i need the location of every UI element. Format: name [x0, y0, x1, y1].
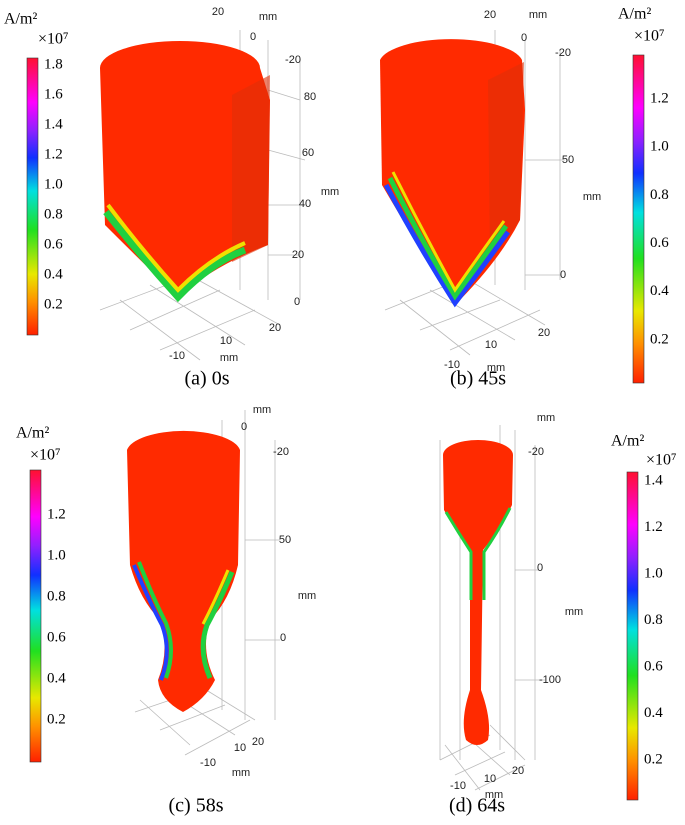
axis-label: mm [583, 191, 601, 203]
colorbar-unit: A/m² [611, 433, 644, 450]
axis-label: 0 [521, 32, 527, 44]
colorbar-tick-label: 1.4 [644, 472, 663, 488]
colorbar-tick-label: 0.4 [47, 670, 66, 686]
colorbar-tick-label: 0.4 [44, 266, 63, 282]
axis-label: 10 [234, 742, 246, 754]
colorbar-tick-label: 1.2 [644, 519, 663, 535]
colorbar-exponent: ×10⁷ [634, 28, 665, 45]
colorbar-tick-label: 0.2 [644, 751, 663, 767]
axis-label: 10 [485, 339, 497, 351]
colorbar-unit: A/m² [4, 11, 37, 28]
axis-label: 50 [562, 154, 574, 166]
surface-c [127, 430, 240, 712]
colorbar-tick-label: 0.6 [44, 236, 63, 252]
axis-label: 20 [512, 765, 524, 777]
colorbar-tick-label: 1.0 [47, 547, 66, 563]
axis-label: -10 [200, 757, 216, 769]
axis-label: 0 [294, 296, 300, 308]
axis-label: -20 [555, 47, 571, 59]
colorbar-tick-label: 0.6 [644, 658, 663, 674]
colorbar-tick-label: 0.8 [47, 588, 66, 604]
axis-label: -10 [444, 359, 460, 371]
axis-label: mm [485, 789, 503, 801]
axis-label: 40 [299, 198, 311, 210]
axis-label: 50 [279, 534, 291, 546]
axis-label: mm [220, 352, 238, 364]
axis-label: 0 [241, 421, 247, 433]
colorbar-tick-label: 1.0 [44, 176, 63, 192]
axis-label: 0 [250, 31, 256, 43]
colorbar-unit: A/m² [618, 6, 651, 23]
axis-label: 80 [304, 91, 316, 103]
axis-label: mm [487, 362, 505, 374]
axis-label: 10 [484, 773, 496, 785]
axis-label: mm [537, 412, 555, 424]
colorbar-tick-label: 1.2 [650, 90, 669, 106]
colorbar-tick-label: 0.2 [650, 331, 669, 347]
colorbar-tick-label: 1.4 [44, 116, 63, 132]
axis-label: 20 [212, 6, 224, 18]
colorbar-tick-label: 0.6 [47, 629, 66, 645]
colorbar [29, 469, 42, 763]
axis-label: mm [321, 186, 339, 198]
axis-label: 60 [302, 147, 314, 159]
colorbar-tick-label: 0.8 [44, 206, 63, 222]
colorbar-tick-label: 0.8 [644, 612, 663, 628]
axis-label: 20 [484, 9, 496, 21]
axis-label: -10 [450, 780, 466, 792]
caption: (a) 0s [185, 368, 230, 390]
axis-label: -20 [285, 54, 301, 66]
axis-label: mm [529, 9, 547, 21]
caption: (b) 45s [450, 368, 506, 390]
colorbar-exponent: ×10⁷ [646, 452, 677, 469]
colorbar-exponent: ×10⁷ [38, 31, 69, 48]
surface-d [443, 440, 513, 745]
axis-label: mm [232, 767, 250, 779]
axis-label: mm [298, 590, 316, 602]
axis-label: -100 [539, 674, 561, 686]
colorbar-exponent: ×10⁷ [30, 447, 61, 464]
colorbar-tick-label: 0.6 [650, 235, 669, 251]
axis-label: 0 [280, 632, 286, 644]
axis-label: mm [259, 11, 277, 23]
caption: (d) 64s [449, 795, 505, 817]
colorbar-tick-label: 1.8 [44, 56, 63, 72]
axis-label: -10 [169, 350, 185, 362]
axis-label: -20 [528, 446, 544, 458]
axis-label: mm [253, 404, 271, 416]
axis-label: 20 [292, 249, 304, 261]
axis-label: 0 [560, 269, 566, 281]
colorbar [626, 471, 639, 801]
axis-label: mm [565, 606, 583, 618]
colorbar [26, 57, 39, 336]
axis-label: 20 [538, 327, 550, 339]
axis-label: 20 [269, 322, 281, 334]
surface-b [380, 39, 525, 308]
colorbar-tick-label: 0.8 [650, 187, 669, 203]
colorbar-tick-label: 0.2 [44, 296, 63, 312]
axis-label: 20 [252, 736, 264, 748]
colorbar-tick-label: 0.4 [644, 705, 663, 721]
colorbar-tick-label: 0.4 [650, 283, 669, 299]
axis-label: 0 [537, 562, 543, 574]
colorbar-unit: A/m² [16, 425, 49, 442]
colorbar-tick-label: 1.2 [44, 146, 63, 162]
colorbar-tick-label: 1.2 [47, 506, 66, 522]
colorbar-tick-label: 1.0 [650, 139, 669, 155]
axis-label: -20 [273, 446, 289, 458]
caption: (c) 58s [169, 795, 224, 817]
axis-label: 10 [220, 335, 232, 347]
colorbar-tick-label: 1.0 [644, 565, 663, 581]
colorbar-tick-label: 0.2 [47, 711, 66, 727]
colorbar [632, 54, 645, 384]
surface-a [100, 41, 270, 303]
colorbar-tick-label: 1.6 [44, 86, 63, 102]
